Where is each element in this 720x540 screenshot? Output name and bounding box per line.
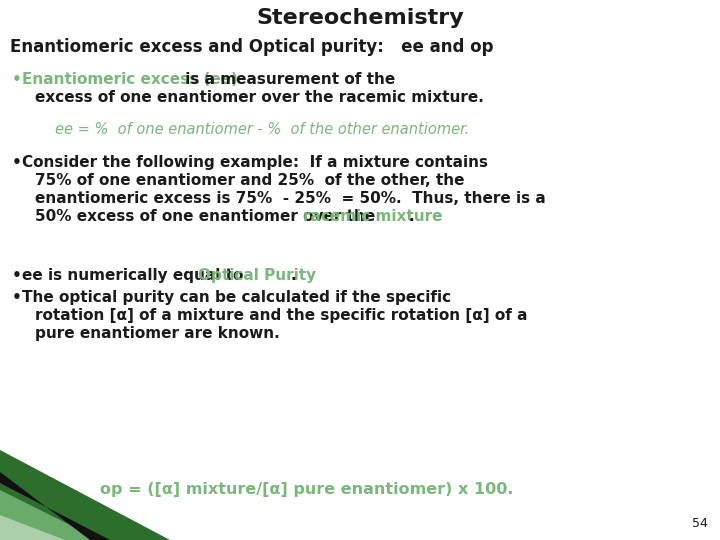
Text: pure enantiomer are known.: pure enantiomer are known. <box>35 326 280 341</box>
Text: is a measurement of the: is a measurement of the <box>180 72 395 87</box>
Text: Enantiomeric excess (ee): Enantiomeric excess (ee) <box>22 72 238 87</box>
Text: The optical purity can be calculated if the specific: The optical purity can be calculated if … <box>22 290 451 305</box>
Text: Consider the following example:  If a mixture contains: Consider the following example: If a mix… <box>22 155 488 170</box>
Text: Optical Purity: Optical Purity <box>198 268 316 283</box>
Text: .: . <box>291 268 297 283</box>
Polygon shape <box>0 472 110 540</box>
Text: •: • <box>12 268 22 283</box>
Text: op = ([α] mixture/[α] pure enantiomer) x 100.: op = ([α] mixture/[α] pure enantiomer) x… <box>100 482 513 497</box>
Text: excess of one enantiomer over the racemic mixture.: excess of one enantiomer over the racemi… <box>35 90 484 105</box>
Text: rotation [α] of a mixture and the specific rotation [α] of a: rotation [α] of a mixture and the specif… <box>35 308 528 323</box>
Text: ee = %  of one enantiomer - %  of the other enantiomer.: ee = % of one enantiomer - % of the othe… <box>55 122 469 137</box>
Text: racemic mixture: racemic mixture <box>303 209 443 224</box>
Text: 50% excess of one enantiomer over the: 50% excess of one enantiomer over the <box>35 209 380 224</box>
Text: enantiomeric excess is 75%  - 25%  = 50%.  Thus, there is a: enantiomeric excess is 75% - 25% = 50%. … <box>35 191 546 206</box>
Text: ee is numerically equal to: ee is numerically equal to <box>22 268 248 283</box>
Text: Enantiomeric excess and Optical purity:   ee and op: Enantiomeric excess and Optical purity: … <box>10 38 493 56</box>
Text: 54: 54 <box>692 517 708 530</box>
Text: •: • <box>12 155 22 170</box>
Text: •: • <box>12 290 22 305</box>
Text: .: . <box>408 209 413 224</box>
Text: •: • <box>12 72 22 87</box>
Polygon shape <box>0 450 170 540</box>
Polygon shape <box>0 515 65 540</box>
Text: 75% of one enantiomer and 25%  of the other, the: 75% of one enantiomer and 25% of the oth… <box>35 173 464 188</box>
Polygon shape <box>0 490 100 540</box>
Text: Stereochemistry: Stereochemistry <box>256 8 464 28</box>
